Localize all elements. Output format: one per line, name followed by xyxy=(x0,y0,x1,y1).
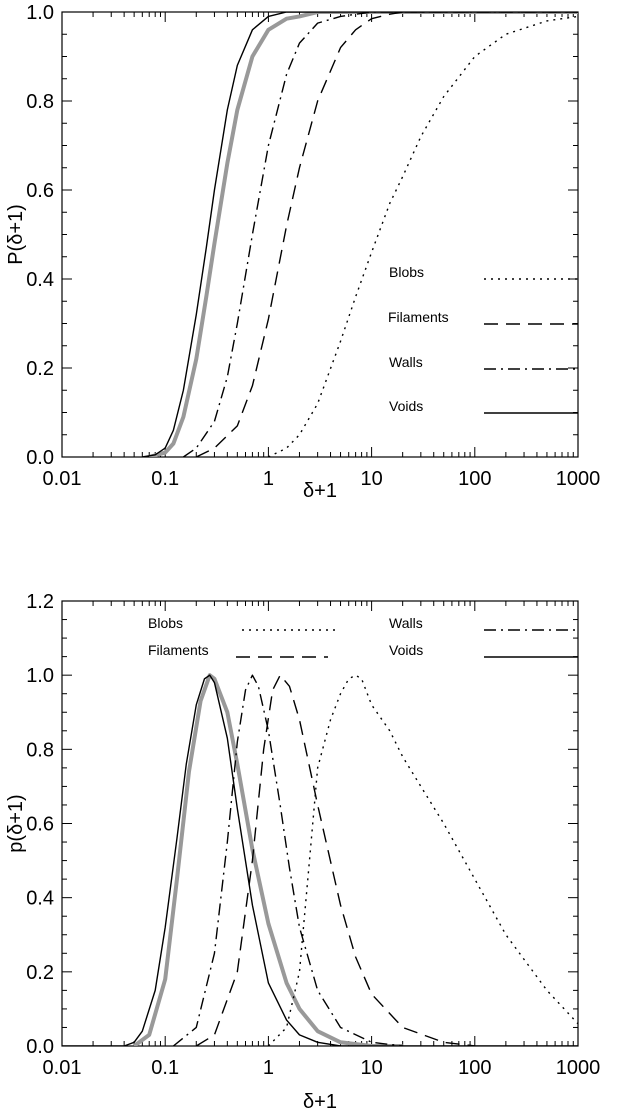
x-tick-label: 0.01 xyxy=(43,468,82,490)
x-tick-label: 100 xyxy=(458,1057,491,1079)
x-tick-label: 1000 xyxy=(556,468,601,490)
series-line-walls xyxy=(172,674,403,1046)
legend-label-blobs: Blobs xyxy=(148,615,183,631)
x-axis-label: δ+1 xyxy=(303,480,337,502)
series-line-blobs xyxy=(267,674,578,1046)
series-line-filaments xyxy=(195,12,578,457)
series-line-voids xyxy=(62,674,578,1046)
y-tick-label: 0.8 xyxy=(26,91,54,113)
legend-label-voids: Voids xyxy=(389,398,423,414)
y-tick-label: 1.0 xyxy=(26,665,54,687)
x-axis-label: δ+1 xyxy=(303,1091,337,1113)
y-tick-label: 0.4 xyxy=(26,888,54,910)
y-axis-label: P(δ+1) xyxy=(5,204,27,265)
x-tick-label: 0.01 xyxy=(43,1057,82,1079)
x-tick-label: 1 xyxy=(263,1057,274,1079)
y-tick-label: 1.0 xyxy=(26,2,54,24)
y-tick-label: 0.0 xyxy=(26,447,54,469)
series-line-walls xyxy=(182,12,578,457)
x-tick-label: 10 xyxy=(360,1057,382,1079)
x-tick-label: 0.1 xyxy=(151,468,179,490)
legend-label-voids: Voids xyxy=(389,642,423,658)
legend-label-walls: Walls xyxy=(389,354,423,370)
y-tick-label: 0.8 xyxy=(26,739,54,761)
bottom-panel-pdf: 0.01 0.1 1 10 100 1000 0.0 0.2 0.4 0.6 0.8 1.0 1.2 δ+… xyxy=(5,591,600,1113)
x-tick-label: 1000 xyxy=(556,1057,601,1079)
y-tick-label: 0.0 xyxy=(26,1036,54,1058)
y-tick-label: 0.4 xyxy=(26,269,54,291)
legend-label-walls: Walls xyxy=(389,615,423,631)
x-tick-label: 10 xyxy=(360,468,382,490)
series-line-voids xyxy=(142,12,578,457)
y-tick-label: 0.6 xyxy=(26,814,54,836)
y-tick-label: 1.2 xyxy=(26,591,54,613)
y-axis-label: p(δ+1) xyxy=(5,794,27,852)
x-tick-label: 0.1 xyxy=(151,1057,179,1079)
legend-label-filaments: Filaments xyxy=(148,642,209,658)
y-tick-label: 0.2 xyxy=(26,962,54,984)
y-tick-label: 0.6 xyxy=(26,180,54,202)
series-line-grey-reference xyxy=(148,12,578,457)
x-tick-label: 1 xyxy=(263,468,274,490)
series-line-filaments xyxy=(195,674,475,1046)
x-tick-label: 100 xyxy=(458,468,491,490)
y-tick-label: 0.2 xyxy=(26,358,54,380)
series-line-blobs xyxy=(268,15,578,457)
legend-label-filaments: Filaments xyxy=(388,309,449,325)
top-panel-cdf: 0.01 0.1 1 10 100 1000 0.0 0.2 0.4 0.6 0.8 1.0 δ+1 P(… xyxy=(5,2,600,502)
plot-frame xyxy=(61,11,579,458)
plot-frame xyxy=(61,600,579,1047)
series-line-grey-reference xyxy=(132,673,403,1046)
legend-label-blobs: Blobs xyxy=(389,264,424,280)
